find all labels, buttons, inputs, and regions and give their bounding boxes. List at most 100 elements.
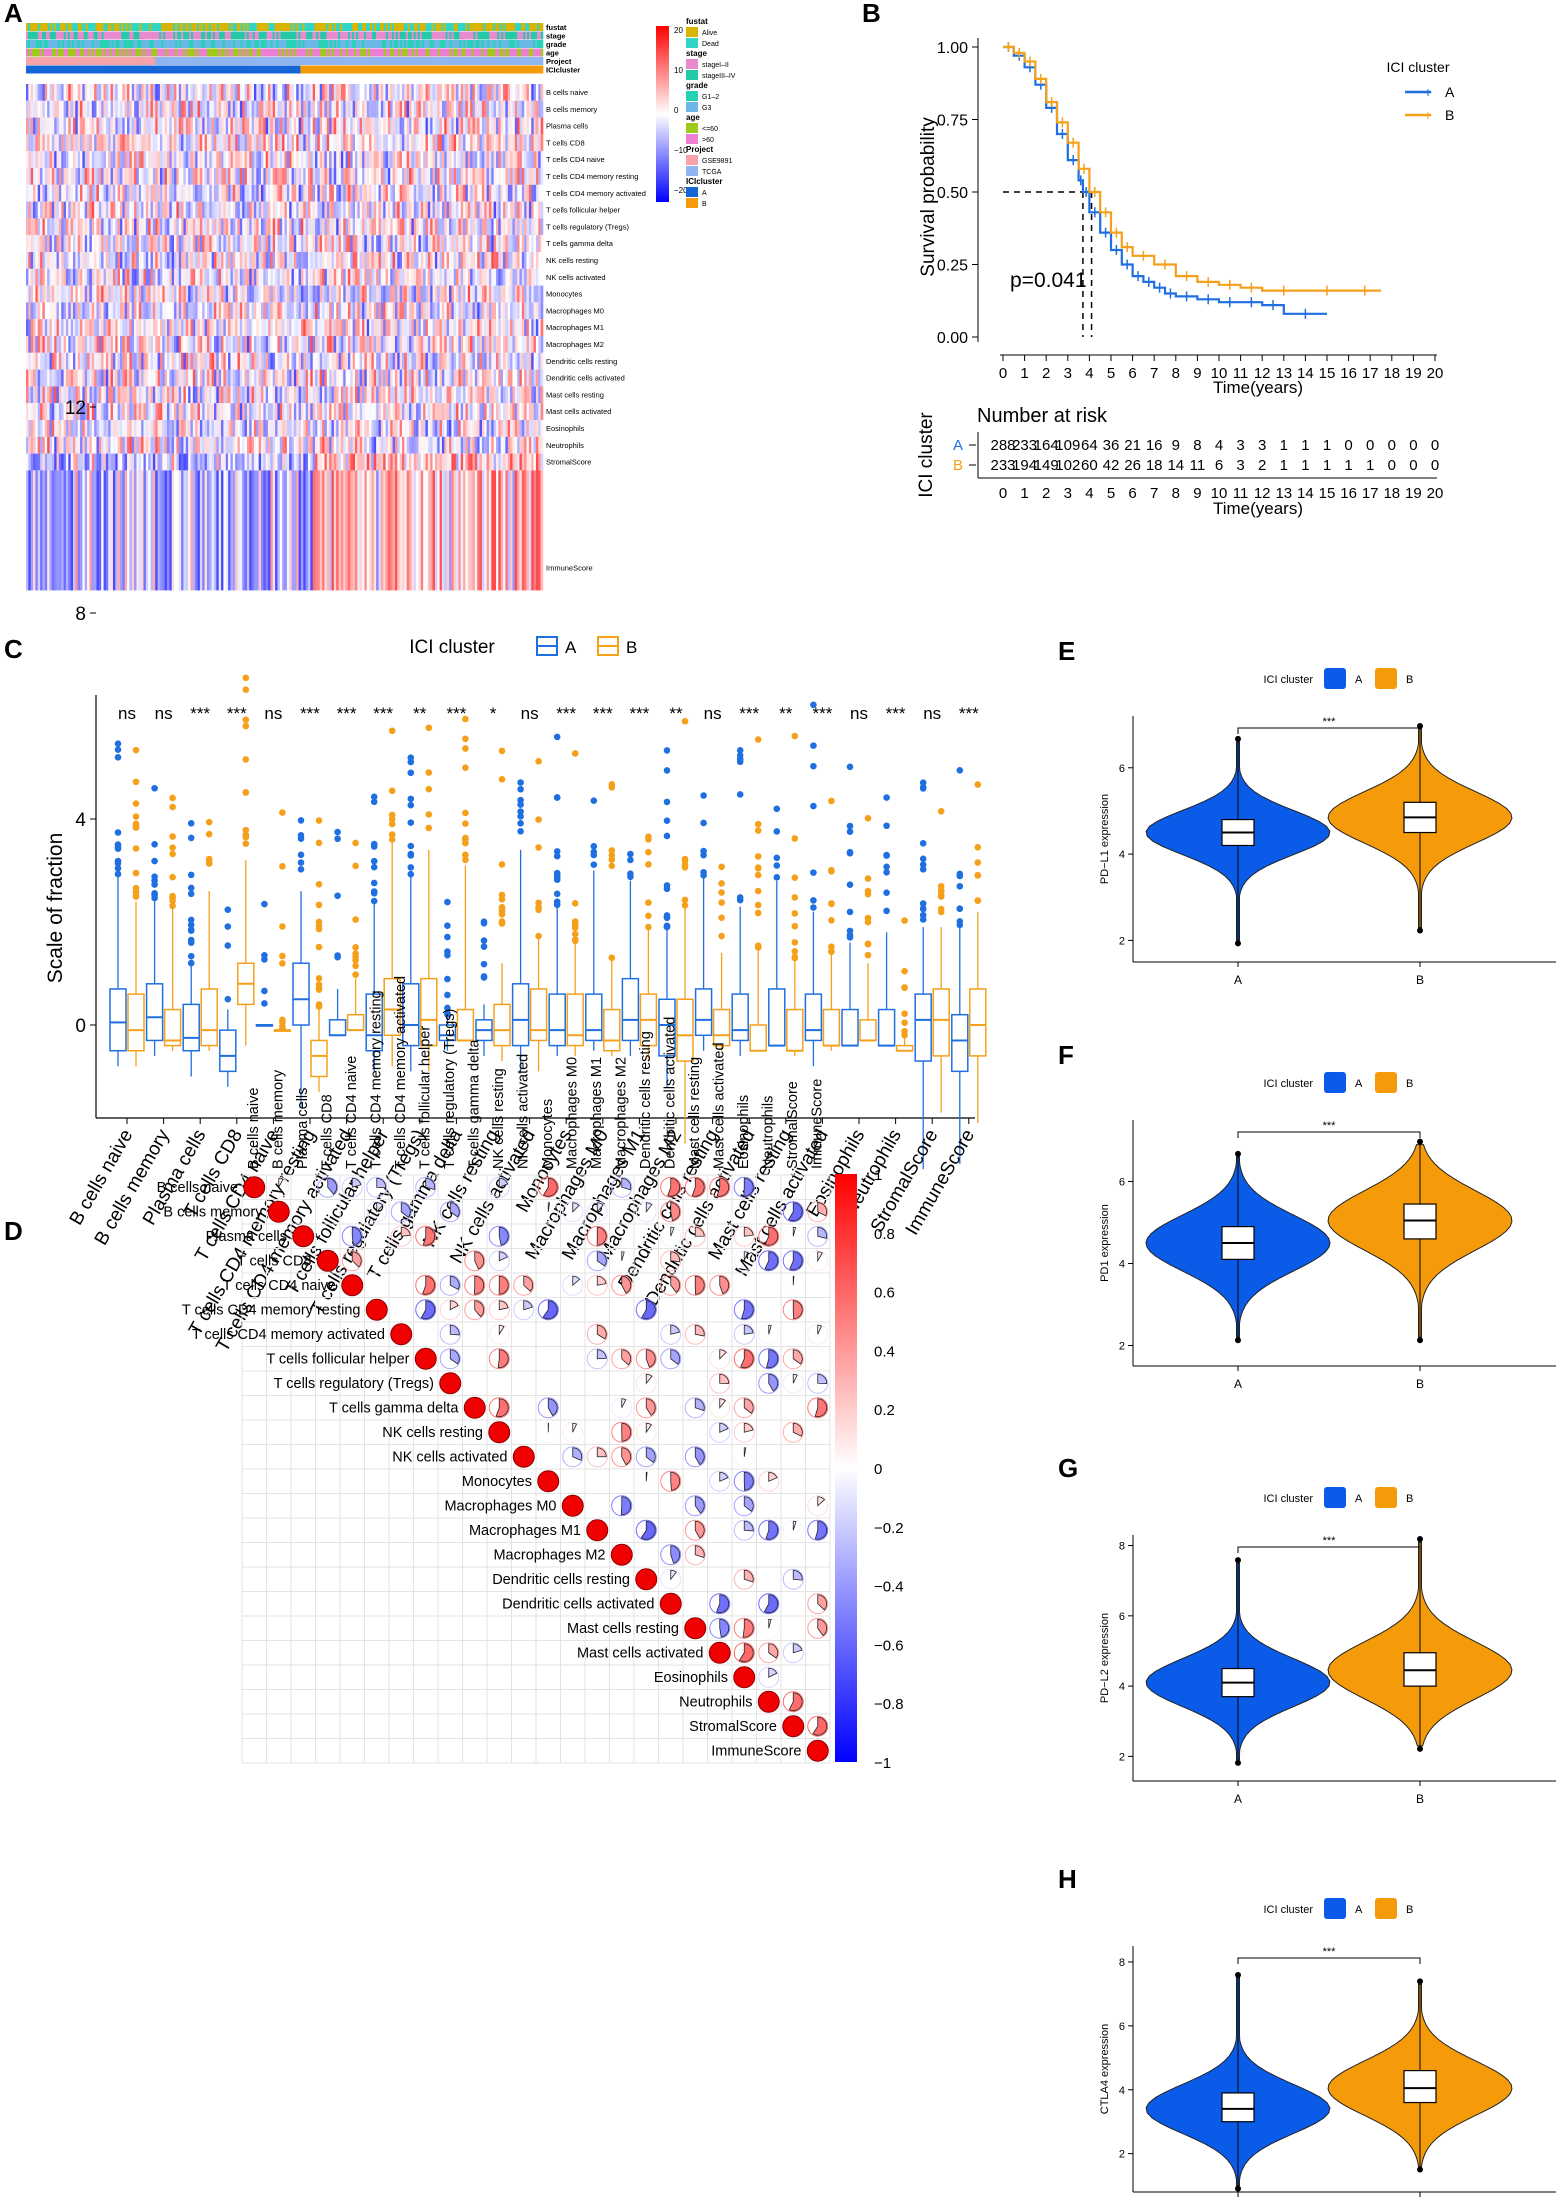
heatmap-cell [296, 100, 299, 118]
heatmap-cell [134, 134, 137, 152]
heatmap-cell [470, 134, 473, 152]
heatmap-cell [427, 285, 431, 303]
heatmap-cell [432, 268, 436, 286]
heatmap-cell [510, 252, 513, 269]
annotation-cell [214, 57, 218, 65]
annotation-cell [515, 57, 518, 65]
annotation-cell [145, 48, 148, 57]
heatmap-cell [33, 252, 36, 269]
annotation-cell [234, 48, 238, 57]
heatmap-cell [202, 285, 205, 303]
heatmap-cell [258, 84, 262, 101]
heatmap-cell [75, 168, 78, 185]
panel-label-a: A [4, 0, 23, 28]
heatmap-cell [317, 201, 321, 219]
heatmap-cell [352, 319, 356, 336]
annotation-cell [105, 57, 108, 65]
heatmap-cell [263, 201, 266, 219]
heatmap-cell [261, 319, 264, 336]
heatmap-cell [42, 252, 46, 269]
heatmap-cell [484, 201, 487, 219]
heatmap-cell [528, 168, 532, 185]
annotation-cell [371, 48, 375, 57]
heatmap-cell [343, 285, 346, 303]
heatmap-cell [40, 319, 43, 336]
heatmap-cell [465, 184, 469, 202]
annotation-cell [189, 23, 192, 31]
heatmap-cell [221, 336, 224, 353]
heatmap-cell [355, 285, 358, 303]
heatmap-cell [420, 117, 424, 135]
heatmap-cell [404, 302, 407, 320]
heatmap-cell [75, 218, 78, 236]
heatmap-cell [498, 84, 501, 101]
heatmap-cell [296, 235, 299, 252]
heatmap-cell [181, 117, 184, 135]
heatmap-cell [256, 336, 259, 353]
annotation-cell [495, 31, 498, 40]
annotation-cell [387, 31, 391, 40]
annotation-cell [189, 57, 192, 65]
heatmap-cell [230, 84, 234, 101]
heatmap-cell [246, 302, 250, 320]
annotation-cell [381, 48, 385, 57]
heatmap-cell [42, 319, 46, 336]
heatmap-cell [105, 134, 109, 152]
annotation-cell [461, 31, 464, 40]
heatmap-cell [284, 268, 288, 286]
heatmap-cell [277, 235, 281, 252]
heatmap-cell [531, 117, 534, 135]
heatmap-cell [305, 134, 309, 152]
heatmap-cell [416, 151, 419, 168]
annotation-cell [431, 31, 434, 40]
heatmap-cell [326, 268, 330, 286]
heatmap-cell [521, 268, 525, 286]
heatmap-cell [89, 336, 93, 353]
heatmap-cell [359, 134, 363, 152]
heatmap-cell [465, 285, 469, 303]
heatmap-cell [329, 285, 332, 303]
heatmap-cell [538, 117, 541, 135]
annotation-cell [107, 31, 110, 40]
heatmap-cell [120, 268, 123, 286]
heatmap-cell [91, 151, 95, 168]
heatmap-cell [458, 268, 462, 286]
heatmap-cell [174, 100, 177, 118]
heatmap-cell [214, 336, 217, 353]
heatmap-cell [148, 84, 151, 101]
heatmap-cell [270, 268, 274, 286]
heatmap-cell [159, 252, 163, 269]
heatmap-cell [82, 84, 86, 101]
heatmap-cell [174, 319, 177, 336]
heatmap-cell [65, 285, 69, 303]
heatmap-cell [373, 134, 377, 152]
heatmap-cell [481, 235, 485, 252]
heatmap-cell [460, 285, 464, 303]
heatmap-cell [308, 302, 311, 320]
heatmap-cell [204, 336, 208, 353]
heatmap-cell [216, 84, 219, 101]
heatmap-cell [498, 319, 501, 336]
heatmap-cell [369, 100, 372, 118]
heatmap-cell [80, 336, 83, 353]
heatmap-cell [108, 285, 111, 303]
annotation-cell [397, 31, 401, 40]
heatmap-cell [486, 151, 490, 168]
heatmap-cell [479, 302, 483, 320]
heatmap-cell [225, 302, 229, 320]
heatmap-cell [343, 201, 346, 219]
heatmap-cell [481, 134, 485, 152]
heatmap-cell [258, 336, 262, 353]
annotation-cell [350, 31, 353, 40]
heatmap-cell [42, 218, 46, 236]
heatmap-cell [61, 168, 64, 185]
annotation-cell [373, 31, 377, 40]
heatmap-cell [336, 201, 339, 219]
heatmap-cell [406, 285, 410, 303]
heatmap-cell [124, 84, 128, 101]
heatmap-cell [336, 285, 339, 303]
heatmap-cell [256, 201, 259, 219]
heatmap-cell [117, 252, 121, 269]
heatmap-cell [385, 218, 389, 236]
heatmap-cell [291, 268, 295, 286]
